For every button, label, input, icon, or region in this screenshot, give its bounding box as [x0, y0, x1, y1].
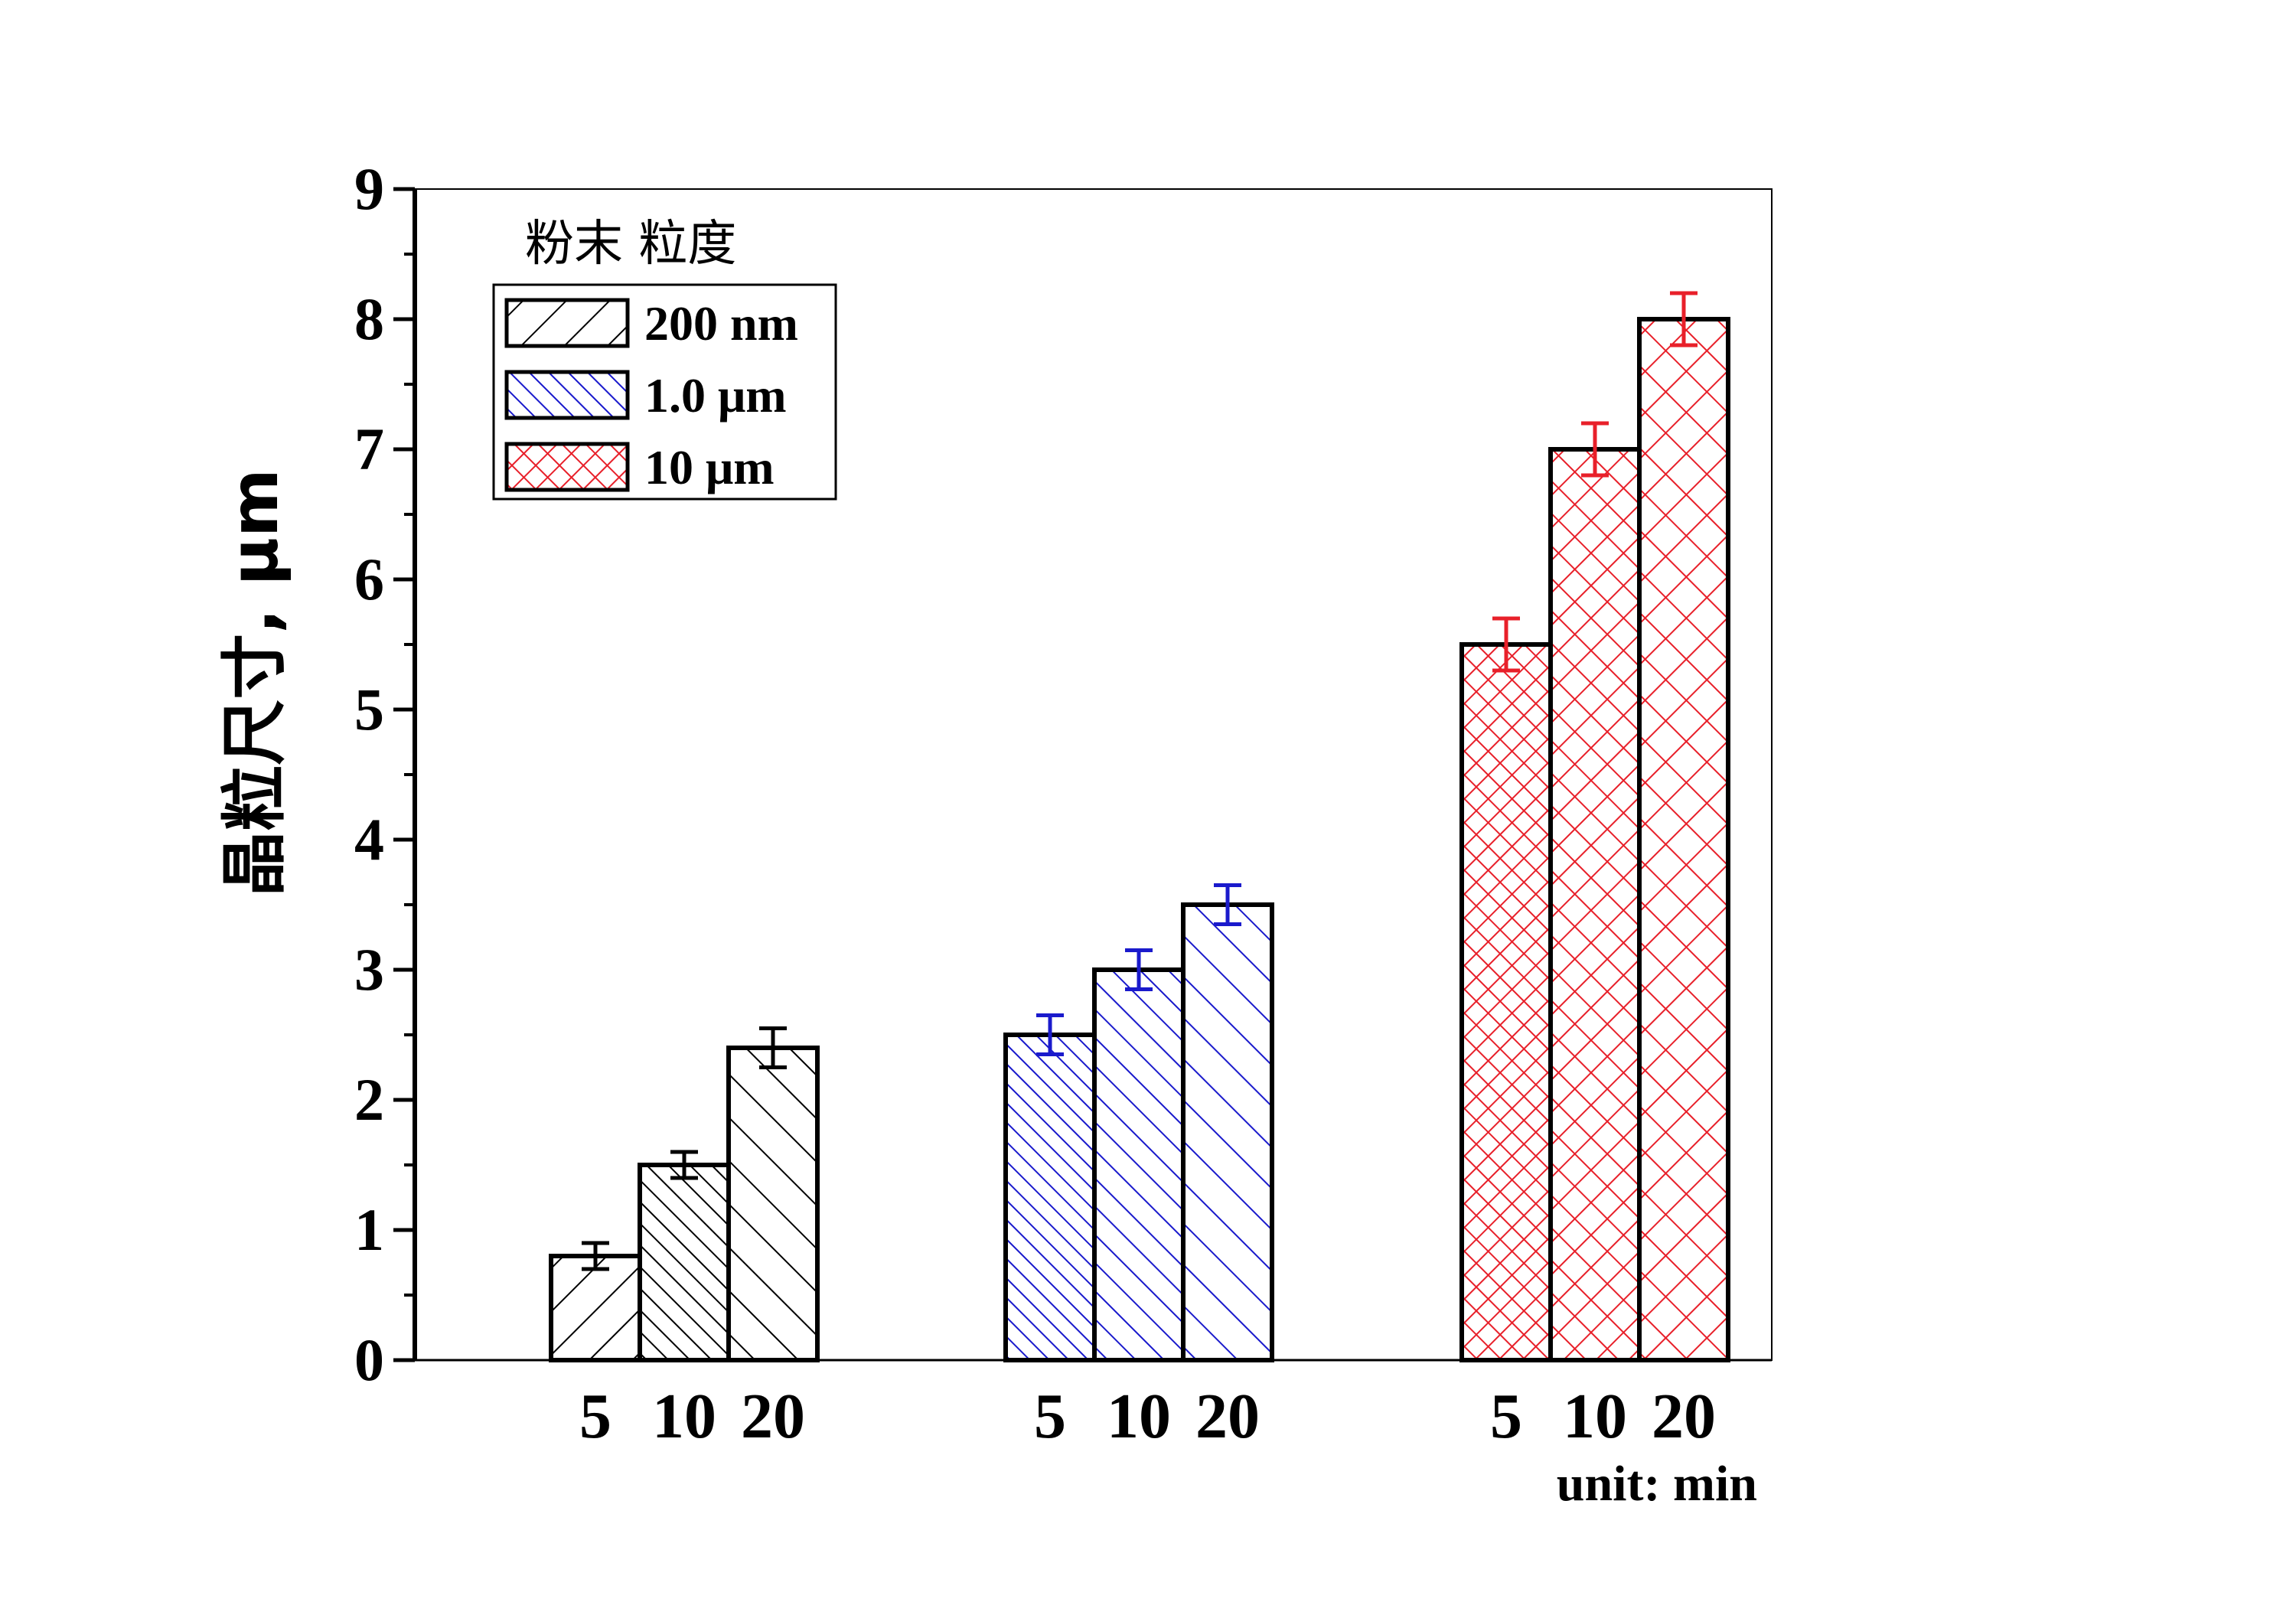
- bar: [1003, 1033, 1097, 1362]
- x-tick-label: 20: [1195, 1381, 1260, 1452]
- bar: [1092, 967, 1186, 1362]
- legend-label: 1.0 μm: [644, 368, 787, 423]
- x-tick-label: 20: [741, 1381, 805, 1452]
- bar: [638, 1163, 731, 1362]
- y-axis: 0 1 2 3 4 5 6 7 8 9: [354, 155, 1772, 1393]
- y-tick-label: 6: [354, 546, 384, 612]
- y-tick-label: 7: [354, 416, 384, 482]
- legend-swatch: [504, 298, 630, 348]
- x-tick-label: 10: [1107, 1381, 1171, 1452]
- x-unit-note: unit: min: [1557, 1456, 1757, 1512]
- legend-swatch: [504, 442, 630, 492]
- y-tick-label: 9: [354, 155, 384, 222]
- x-tick-label: 5: [1490, 1381, 1522, 1452]
- x-tick-label: 5: [579, 1381, 612, 1452]
- x-tick-label: 10: [652, 1381, 716, 1452]
- y-tick-label: 1: [354, 1196, 384, 1263]
- x-tick-label: 10: [1563, 1381, 1627, 1452]
- y-axis-label: 晶粒尺寸, μm: [217, 468, 293, 897]
- legend-label: 10 μm: [644, 440, 775, 494]
- legend: 粉末 粒度 200 nm 1.0 μm 10 μm: [492, 216, 837, 501]
- y-tick-label: 5: [354, 676, 384, 742]
- x-tick-label: 20: [1652, 1381, 1716, 1452]
- legend-swatch: [504, 370, 630, 420]
- legend-label: 200 nm: [644, 296, 798, 351]
- y-tick-label: 8: [354, 285, 384, 352]
- bar: [1459, 642, 1553, 1362]
- y-tick-label: 3: [354, 936, 384, 1003]
- bar-series: [549, 291, 1730, 1362]
- bar: [1548, 447, 1642, 1362]
- y-tick-label: 4: [354, 806, 384, 873]
- bar: [549, 1254, 642, 1362]
- y-tick-label: 2: [354, 1066, 384, 1133]
- bar: [726, 1046, 820, 1362]
- y-tick-label: 0: [354, 1326, 384, 1393]
- x-tick-label: 5: [1034, 1381, 1066, 1452]
- bar: [1637, 317, 1730, 1362]
- bar: [1181, 902, 1274, 1362]
- legend-title: 粉末 粒度: [525, 216, 736, 272]
- x-axis-labels: 5 10 20 5 10 20 5 10 20: [579, 1381, 1716, 1452]
